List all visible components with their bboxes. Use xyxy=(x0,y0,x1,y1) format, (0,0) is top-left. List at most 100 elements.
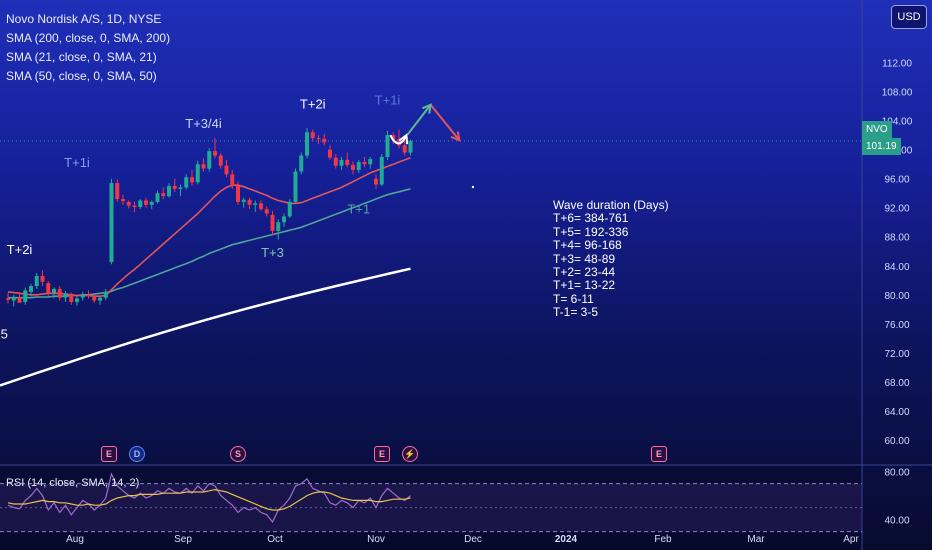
candle-body xyxy=(402,145,407,153)
earnings-event-icon[interactable]: E xyxy=(651,446,667,462)
rsi-sma-line xyxy=(7,488,411,511)
candle-body xyxy=(379,156,384,185)
forecast-up-arrow xyxy=(406,104,432,136)
symbol-title[interactable]: Novo Nordisk A/S, 1D, NYSE xyxy=(6,12,162,26)
candle-body xyxy=(103,291,108,298)
sma21-line xyxy=(7,156,411,298)
price-tick-label: 92.00 xyxy=(884,204,909,215)
wave-label: T+3 xyxy=(261,245,284,260)
candle-body xyxy=(264,209,269,214)
candle-body xyxy=(287,201,292,217)
candle-body xyxy=(345,159,350,165)
wave-label: T+1i xyxy=(64,155,90,170)
candle-body xyxy=(195,164,200,183)
last-price-value: 101.19 xyxy=(862,138,901,155)
sma50-label[interactable]: SMA (50, close, 0, SMA, 50) xyxy=(6,69,157,83)
candle-body xyxy=(408,141,413,153)
candle-body xyxy=(52,288,56,294)
price-tick-label: 64.00 xyxy=(884,407,909,418)
candle-body xyxy=(132,205,137,208)
sma200-label[interactable]: SMA (200, close, 0, SMA, 200) xyxy=(6,31,171,45)
candle-body xyxy=(80,294,85,298)
candle-body xyxy=(172,185,177,189)
time-tick-label: Mar xyxy=(747,534,765,545)
rsi-tick-label: 40.00 xyxy=(884,516,909,527)
wave-line: T+2= 23-44 xyxy=(553,265,616,280)
wave-duration-title: Wave duration (Days) xyxy=(553,198,669,212)
candle-body xyxy=(241,199,246,202)
candle-body xyxy=(305,132,309,156)
wave-label: T+2i xyxy=(300,96,326,111)
wave-label: T+2i xyxy=(7,242,33,257)
wave-duration-box: Wave duration (Days) T+6= 384-761 T+5= 1… xyxy=(553,198,669,320)
forecast-curve xyxy=(389,134,408,145)
candle-body xyxy=(362,162,367,165)
candle-body xyxy=(316,138,321,140)
candle-body xyxy=(190,177,194,183)
candle-body xyxy=(333,157,338,166)
candle-body xyxy=(224,165,229,175)
sma21-label[interactable]: SMA (21, close, 0, SMA, 21) xyxy=(6,50,157,64)
wave-label: T+5 xyxy=(0,326,8,341)
rsi-pane xyxy=(0,472,862,533)
candle-body xyxy=(46,283,51,293)
currency-button[interactable]: USD xyxy=(891,5,927,29)
time-tick-label: Dec xyxy=(464,534,482,545)
candle-body xyxy=(356,162,361,171)
time-axis[interactable]: Aug Sep Oct Nov Dec 2024 Feb Mar Apr xyxy=(66,534,859,545)
last-price-tag: NVO101.19 xyxy=(862,121,932,155)
candle-body xyxy=(11,297,16,301)
candle-body xyxy=(17,297,22,303)
dividend-event-icon[interactable]: D xyxy=(129,446,145,462)
candle-body xyxy=(167,185,171,197)
candle-body xyxy=(86,294,91,297)
rsi-tick-label: 80.00 xyxy=(884,468,909,479)
earnings-event-icon[interactable]: E xyxy=(101,446,117,462)
candle-body xyxy=(253,203,258,205)
candle-body xyxy=(138,200,143,208)
candle-body xyxy=(121,199,125,202)
wave-labels: T+5 T+2i T+1i T+3/4i T+3 T+2i T+1 T+1i xyxy=(0,93,400,342)
candle-body xyxy=(63,293,68,298)
candle-body xyxy=(310,132,315,139)
candle-body xyxy=(34,275,39,287)
rsi-line xyxy=(7,472,411,524)
price-tick-label: 84.00 xyxy=(884,262,909,273)
forecast-down-arrowhead xyxy=(450,131,461,142)
wave-line: T= 6-11 xyxy=(553,291,594,306)
candle-body xyxy=(149,201,154,205)
candle-body xyxy=(368,159,373,165)
wave-line: T-1= 3-5 xyxy=(553,305,599,320)
candle-body xyxy=(374,178,378,185)
rsi-label[interactable]: RSI (14, close, SMA, 14, 2) xyxy=(6,477,140,489)
candle-body xyxy=(69,294,74,303)
candle-body xyxy=(92,296,97,301)
time-tick-label: Nov xyxy=(367,534,385,545)
split-event-icon[interactable]: S xyxy=(230,446,246,462)
wave-label: T+3/4i xyxy=(185,116,222,131)
candle-body xyxy=(57,288,62,298)
price-tick-label: 60.00 xyxy=(884,436,909,447)
candle-body xyxy=(40,275,45,282)
candle-body xyxy=(6,298,10,300)
price-tick-label: 88.00 xyxy=(884,233,909,244)
candle-body xyxy=(391,135,396,140)
forecast-down-arrow xyxy=(429,104,461,141)
time-tick-label: Apr xyxy=(843,534,859,545)
time-tick-label: Aug xyxy=(66,534,84,545)
candle-body xyxy=(29,286,33,292)
price-tick-label: 80.00 xyxy=(884,291,909,302)
time-tick-label: 2024 xyxy=(555,534,578,545)
candle-body xyxy=(144,200,148,205)
price-tick-label: 72.00 xyxy=(884,349,909,360)
candle-body xyxy=(328,149,332,158)
news-flash-icon[interactable]: ⚡ xyxy=(402,446,418,462)
candle-body xyxy=(230,174,235,186)
time-tick-label: Sep xyxy=(174,534,192,545)
earnings-event-icon[interactable]: E xyxy=(374,446,390,462)
candle-body xyxy=(259,203,263,210)
candle-body xyxy=(109,183,114,263)
candle-body xyxy=(276,222,281,231)
